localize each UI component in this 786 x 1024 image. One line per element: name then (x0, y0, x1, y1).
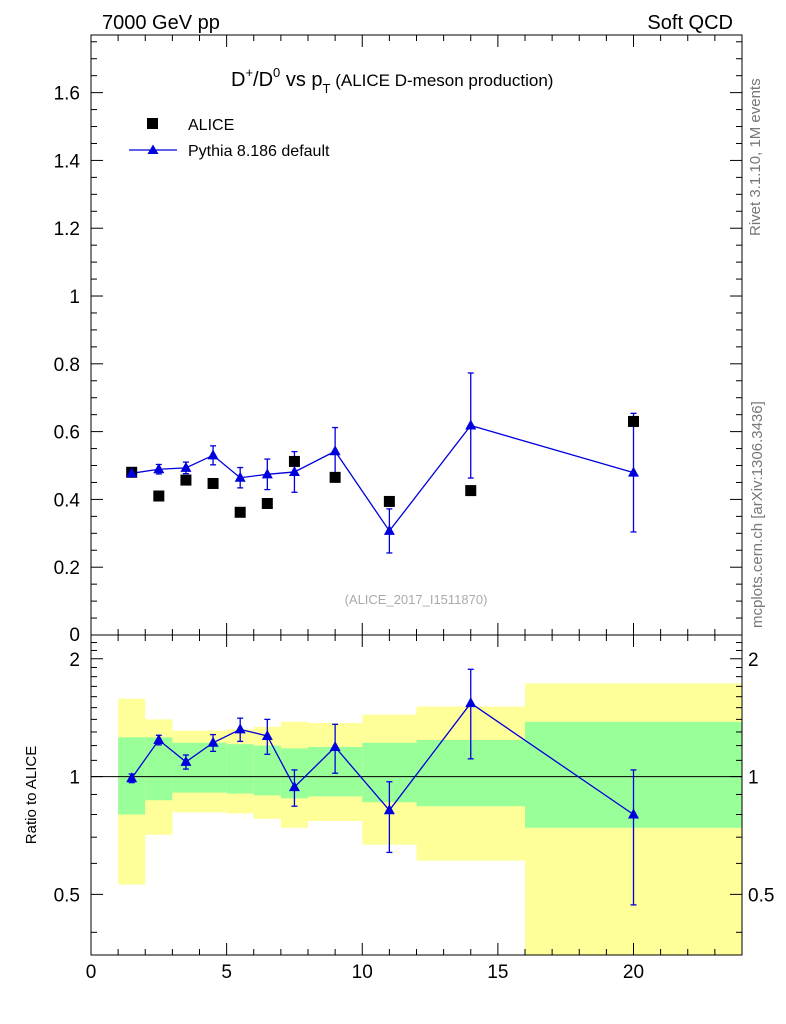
legend-alice-marker (147, 118, 158, 129)
pythia-main-point (288, 465, 300, 476)
mcplots-label: mcplots.cern.ch [arXiv:1306.3436] (749, 401, 766, 628)
alice-point (180, 474, 192, 486)
ratio-y-tick-label-right: 2 (748, 650, 759, 671)
pythia-ratio-point (628, 808, 639, 819)
alice-point (234, 506, 246, 518)
pythia-main-point (261, 468, 273, 479)
pythia-ratio-point (288, 781, 300, 792)
alice-point (329, 471, 341, 483)
alice-point (153, 490, 165, 502)
pythia-ratio-point (126, 772, 138, 783)
pythia-ratio-point (234, 723, 246, 734)
pythia-main-point (234, 471, 246, 482)
ratio-y-tick-labels-right: 0.5 1 2 (748, 650, 774, 907)
pythia-main-line (131, 424, 634, 533)
main-y-tick-labels: 0.2 0.4 0.6 0.8 1 1.2 1.4 1.6 (54, 84, 81, 580)
legend: ALICE Pythia 8.186 default (129, 117, 330, 160)
main-y-tick-label: 0.4 (54, 490, 81, 511)
pythia-ratio-point (261, 729, 273, 740)
main-y-tick-label: 1.4 (54, 151, 81, 172)
alice-point (207, 477, 219, 489)
pythia-ratio-point (207, 736, 219, 747)
legend-pythia-marker (147, 144, 159, 154)
pythia-main-point (180, 461, 192, 472)
ratio-y-tick-label-right: 0.5 (748, 885, 774, 906)
pythia-main-point (383, 524, 395, 535)
pythia-ratio-point (153, 734, 165, 745)
pythia-ratio-point (329, 741, 341, 751)
x-tick-label: 5 (221, 962, 232, 983)
process-label: Soft QCD (647, 12, 733, 34)
x-tick-label: 0 (86, 962, 97, 983)
energy-label: 7000 GeV pp (102, 12, 220, 34)
ratio-panel: 0.5 1 2 0.5 1 2 0 5 10 15 20 Ratio to ALICE (23, 634, 774, 983)
main-axis-ticks (90, 35, 743, 635)
ratio-y-tick-label: 2 (69, 650, 80, 671)
pythia-ratio-point (465, 697, 477, 708)
ratio-y-tick-label: 1 (69, 768, 80, 789)
ratio-y-tick-label: 0.5 (54, 885, 80, 906)
rivet-label: Rivet 3.1.10, 1M events (747, 78, 764, 236)
main-y-tick-label: 0.8 (54, 355, 80, 376)
ratio-inner-band (172, 742, 227, 793)
main-y-tick-label: 1.2 (54, 219, 80, 240)
pythia-main-point (126, 467, 138, 478)
pythia-main-point (628, 466, 639, 477)
pythia-main-point (207, 449, 219, 460)
main-data-marks (126, 372, 639, 554)
x-tick-label: 20 (623, 962, 644, 983)
main-y-tick-label: 0.6 (54, 423, 80, 444)
ratio-inner-band (145, 737, 173, 801)
ratio-axis-ticks (90, 634, 743, 955)
main-panel: 0.2 0.4 0.6 0.8 1 1.2 1.4 1.6 0 D+/D0 vs pT (AL… (54, 34, 743, 646)
pythia-main-point (329, 445, 341, 456)
x-tick-labels: 0 5 10 15 20 (86, 962, 644, 983)
pythia-ratio-point (383, 804, 395, 815)
ratio-data-marks (126, 668, 639, 906)
legend-alice-label: ALICE (188, 117, 234, 134)
analysis-label: (ALICE_2017_I1511870) (345, 592, 488, 607)
alice-point (261, 497, 273, 509)
main-y-tick-label: 0.2 (54, 558, 80, 579)
pythia-ratio-point (180, 755, 192, 766)
main-y-tick-label-zero: 0 (69, 625, 80, 646)
ratio-y-axis-label: Ratio to ALICE (23, 746, 40, 844)
plot-title: D+/D0 vs pT (ALICE D-meson production) (231, 65, 553, 96)
ratio-y-tick-label-right: 1 (748, 768, 759, 789)
ratio-bands (118, 683, 742, 955)
x-tick-label: 10 (352, 962, 373, 983)
alice-point (288, 455, 300, 467)
alice-point (628, 415, 639, 427)
alice-point (465, 485, 477, 497)
pythia-main-point (465, 419, 477, 430)
alice-point (383, 495, 395, 507)
main-y-tick-label: 1 (69, 287, 80, 308)
legend-pythia-label: Pythia 8.186 default (188, 143, 330, 160)
pythia-main-point (153, 463, 165, 474)
main-y-tick-label: 1.6 (54, 84, 80, 105)
ratio-y-tick-labels: 0.5 1 2 (54, 650, 80, 907)
x-tick-label: 15 (487, 962, 508, 983)
ratio-inner-band (226, 744, 254, 794)
